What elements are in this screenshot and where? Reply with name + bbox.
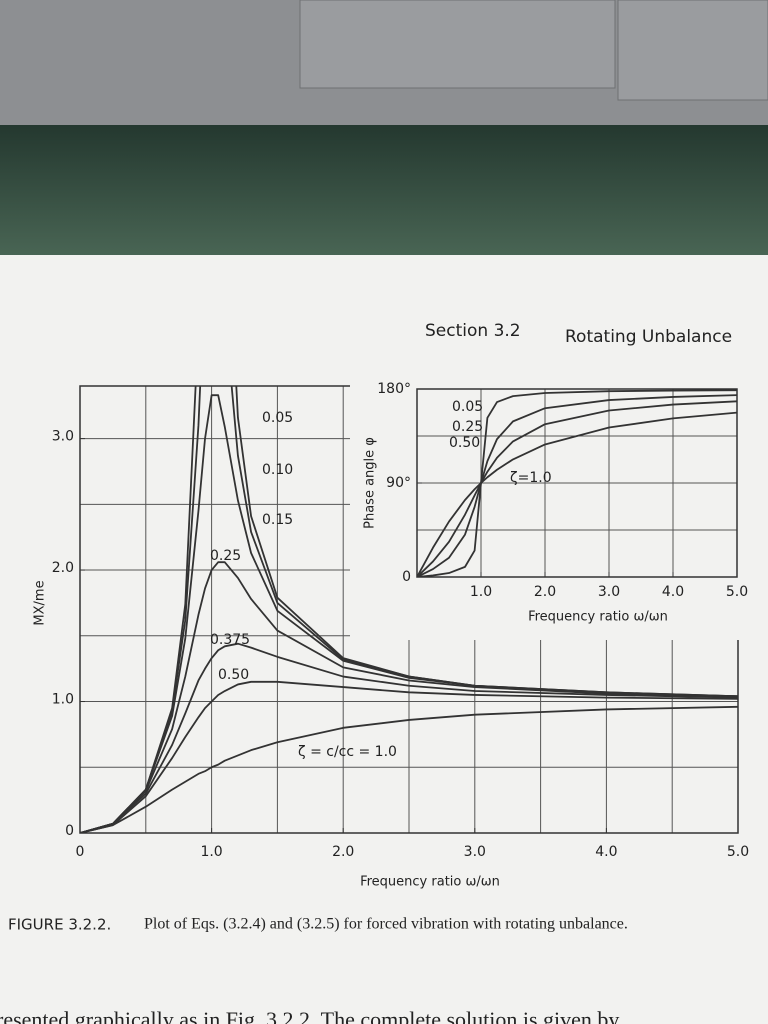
x-tick-label: 0	[76, 844, 85, 860]
x-tick-label: 4.0	[595, 844, 617, 860]
x-tick-label: 5.0	[726, 584, 748, 600]
table-background	[0, 125, 768, 270]
curve	[417, 394, 737, 577]
y-tick-label: 180°	[377, 381, 411, 397]
curve-label: 0.50	[449, 435, 480, 451]
section-number: Section 3.2	[425, 321, 521, 341]
curve-label: 0.25	[210, 548, 241, 564]
curve	[80, 561, 738, 833]
y-tick-label: 0	[65, 823, 74, 839]
y-tick-label: 3.0	[52, 429, 74, 445]
curve-label: 0.05	[452, 399, 483, 415]
body-text: resented graphically as in Fig. 3.2.2. T…	[0, 1007, 619, 1024]
curve-label: ζ=1.0	[510, 470, 552, 486]
caption: Plot of Eqs. (3.2.4) and (3.2.5) for for…	[144, 916, 628, 933]
section-title: Rotating Unbalance	[565, 327, 732, 347]
x-tick-label: 4.0	[662, 584, 684, 600]
curve-label: 0.375	[210, 632, 250, 648]
x-tick-label: 1.0	[200, 844, 222, 860]
laptop-key	[299, 0, 616, 89]
curve	[80, 680, 738, 833]
y-tick-label: 90°	[386, 475, 411, 491]
y-axis-label: MX/me	[33, 580, 48, 625]
curve	[80, 394, 738, 833]
curve-label: 0.05	[262, 410, 293, 426]
curve-label: 0.50	[218, 667, 249, 683]
curve-label: 0.25	[452, 419, 483, 435]
chart: 1.0 2.0 3.0 4.0 5.0 0 90° 180° 0.05 0.250.50 ζ=1.0…	[350, 378, 748, 640]
curve	[80, 642, 738, 833]
x-tick-label: 5.0	[727, 844, 749, 860]
curve	[417, 411, 737, 577]
curve-label: ζ = c/cc = 1.0	[298, 744, 397, 760]
x-tick-label: 1.0	[470, 584, 492, 600]
x-tick-label: 2.0	[332, 844, 354, 860]
y-axis-label: Phase angle φ	[363, 437, 378, 529]
curve	[80, 705, 738, 833]
laptop-key	[617, 0, 768, 101]
curve	[417, 400, 737, 577]
x-tick-label: 3.0	[464, 844, 486, 860]
curve-label: 0.15	[262, 512, 293, 528]
x-tick-label: 2.0	[534, 584, 556, 600]
curve	[417, 389, 737, 577]
curve-label: 0.10	[262, 462, 293, 478]
y-tick-label: 2.0	[52, 560, 74, 576]
x-tick-label: 3.0	[598, 584, 620, 600]
x-axis-label: Frequency ratio ω/ωn	[360, 875, 500, 890]
curve	[80, 386, 738, 833]
y-tick-label: 0	[402, 569, 411, 585]
inset-background	[350, 378, 742, 640]
x-axis-label: Frequency ratio ω/ωn	[528, 610, 668, 625]
y-tick-label: 1.0	[52, 692, 74, 708]
caption-label: FIGURE 3.2.2.	[8, 916, 111, 934]
charts: 0 1.0 2.0 3.0 4.0 5.0 0 1.0 2.0 3.0 0.05 0.10 0.15 0.…	[33, 378, 749, 890]
